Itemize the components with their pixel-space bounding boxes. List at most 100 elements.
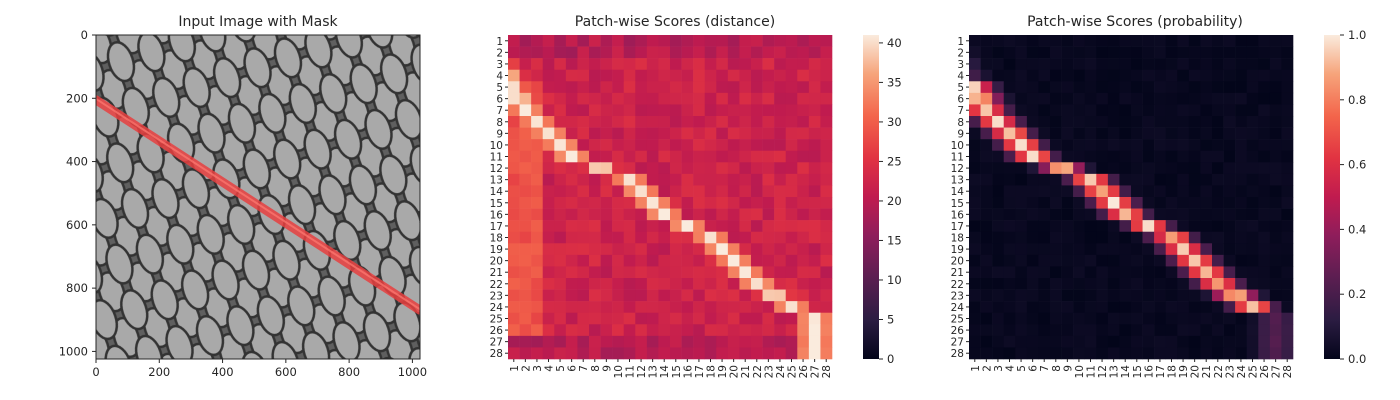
heatmap-cell bbox=[670, 46, 682, 59]
heatmap-cell bbox=[1026, 312, 1039, 325]
heatmap-cell bbox=[992, 208, 1005, 221]
heatmap-cell bbox=[820, 116, 833, 128]
heatmap-cell bbox=[1131, 197, 1143, 209]
heatmap-cell bbox=[589, 347, 601, 360]
heatmap-cell bbox=[969, 243, 981, 256]
heatmap-cell bbox=[519, 335, 532, 348]
heatmap-cell bbox=[531, 220, 544, 233]
heatmap-cell bbox=[797, 278, 810, 290]
heatmap-cell bbox=[623, 127, 636, 140]
heatmap-cell bbox=[1131, 35, 1143, 47]
heatmap-cell bbox=[704, 254, 717, 267]
heatmap-cell bbox=[785, 231, 798, 244]
heatmap-cell bbox=[1258, 139, 1271, 152]
col-tick-label: 14 bbox=[659, 365, 671, 379]
heatmap-cell bbox=[1073, 231, 1086, 244]
heatmap-cell bbox=[1107, 231, 1120, 244]
heatmap-cell bbox=[727, 69, 740, 82]
col-tick-label: 28 bbox=[1282, 365, 1294, 378]
heatmap-cell bbox=[1246, 312, 1259, 325]
heatmap-cell bbox=[1142, 289, 1155, 302]
heatmap-cell bbox=[1107, 104, 1120, 117]
heatmap-cell bbox=[623, 220, 636, 233]
heatmap-cell bbox=[1281, 278, 1294, 290]
heatmap-cell bbox=[980, 92, 993, 105]
heatmap-cell bbox=[693, 220, 706, 233]
heatmap-cell bbox=[1119, 92, 1132, 105]
heatmap-cell bbox=[774, 220, 787, 233]
heatmap-cell bbox=[1200, 324, 1213, 337]
heatmap-cell bbox=[589, 69, 601, 82]
heatmap-cell bbox=[797, 81, 810, 94]
col-tick-label: 16 bbox=[1143, 365, 1155, 379]
colorbar-tick-label: 0.8 bbox=[1348, 93, 1366, 107]
heatmap-cell bbox=[1131, 162, 1143, 175]
heatmap-cell bbox=[992, 301, 1005, 314]
heatmap-cell bbox=[1119, 254, 1132, 267]
heatmap-cell bbox=[565, 197, 578, 209]
heatmap-cell bbox=[646, 185, 659, 198]
heatmap-cell bbox=[1038, 278, 1051, 290]
heatmap-cell bbox=[1269, 127, 1282, 140]
heatmap-cell bbox=[785, 162, 798, 175]
heatmap-cell bbox=[589, 185, 601, 198]
heatmap-cell bbox=[1200, 312, 1213, 325]
heatmap-cell bbox=[716, 289, 729, 302]
colorbar-tick-label: 20 bbox=[887, 194, 902, 208]
col-tick-label: 7 bbox=[1039, 365, 1051, 372]
heatmap-cell bbox=[1235, 278, 1248, 290]
heatmap-cell bbox=[969, 254, 981, 267]
row-tick-label: 26 bbox=[490, 325, 504, 337]
row-tick-label: 19 bbox=[951, 244, 964, 256]
heatmap-cell bbox=[716, 243, 729, 256]
heatmap-cell bbox=[508, 139, 520, 152]
heatmap-cell bbox=[1154, 301, 1167, 314]
heatmap-cell bbox=[623, 150, 636, 163]
heatmap-cell bbox=[980, 324, 993, 337]
heatmap-cell bbox=[1188, 185, 1201, 198]
heatmap-cell bbox=[1165, 35, 1178, 47]
heatmap-cell bbox=[1119, 139, 1132, 152]
heatmap-cell bbox=[1258, 197, 1271, 209]
heatmap-cell bbox=[508, 92, 520, 105]
heatmap-cell bbox=[670, 58, 682, 71]
heatmap-cell bbox=[565, 208, 578, 221]
heatmap-cell bbox=[1165, 150, 1178, 163]
col-tick-label: 26 bbox=[1259, 365, 1271, 379]
heatmap-cell bbox=[681, 46, 694, 59]
heatmap-cell bbox=[554, 197, 567, 209]
heatmap-cell bbox=[1212, 150, 1224, 163]
heatmap-cell bbox=[1119, 243, 1132, 256]
heatmap-cell bbox=[1096, 197, 1109, 209]
heatmap-cell bbox=[1281, 197, 1294, 209]
heatmap-cell bbox=[1026, 81, 1039, 94]
heatmap-cell bbox=[1165, 173, 1178, 186]
heatmap-cell bbox=[612, 173, 625, 186]
heatmap-cell bbox=[1096, 231, 1109, 244]
heatmap-cell bbox=[554, 150, 567, 163]
heatmap-cell bbox=[1050, 301, 1062, 314]
heatmap-cell bbox=[785, 127, 798, 140]
heatmap-cell bbox=[980, 243, 993, 256]
heatmap-cell bbox=[1084, 324, 1097, 337]
heatmap-cell bbox=[1050, 150, 1062, 163]
heatmap-cell bbox=[1119, 347, 1132, 360]
heatmap-cell bbox=[992, 92, 1005, 105]
heatmap-cell bbox=[531, 243, 544, 256]
heatmap-cell bbox=[1188, 46, 1201, 59]
heatmap-cell bbox=[1003, 35, 1016, 47]
heatmap-cell bbox=[992, 335, 1005, 348]
heatmap-cell bbox=[727, 185, 740, 198]
heatmap-cell bbox=[785, 254, 798, 267]
row-tick-label: 24 bbox=[951, 302, 965, 314]
heatmap-cell bbox=[600, 278, 613, 290]
heatmap-cell bbox=[1107, 266, 1120, 279]
heatmap-cell bbox=[589, 197, 601, 209]
heatmap-cell bbox=[612, 266, 625, 279]
heatmap-cell bbox=[1165, 243, 1178, 256]
heatmap-cell bbox=[716, 266, 729, 279]
heatmap-cell bbox=[1003, 301, 1016, 314]
heatmap-cell bbox=[577, 278, 590, 290]
heatmap-cell bbox=[1142, 185, 1155, 198]
heatmap-cell bbox=[1246, 208, 1259, 221]
